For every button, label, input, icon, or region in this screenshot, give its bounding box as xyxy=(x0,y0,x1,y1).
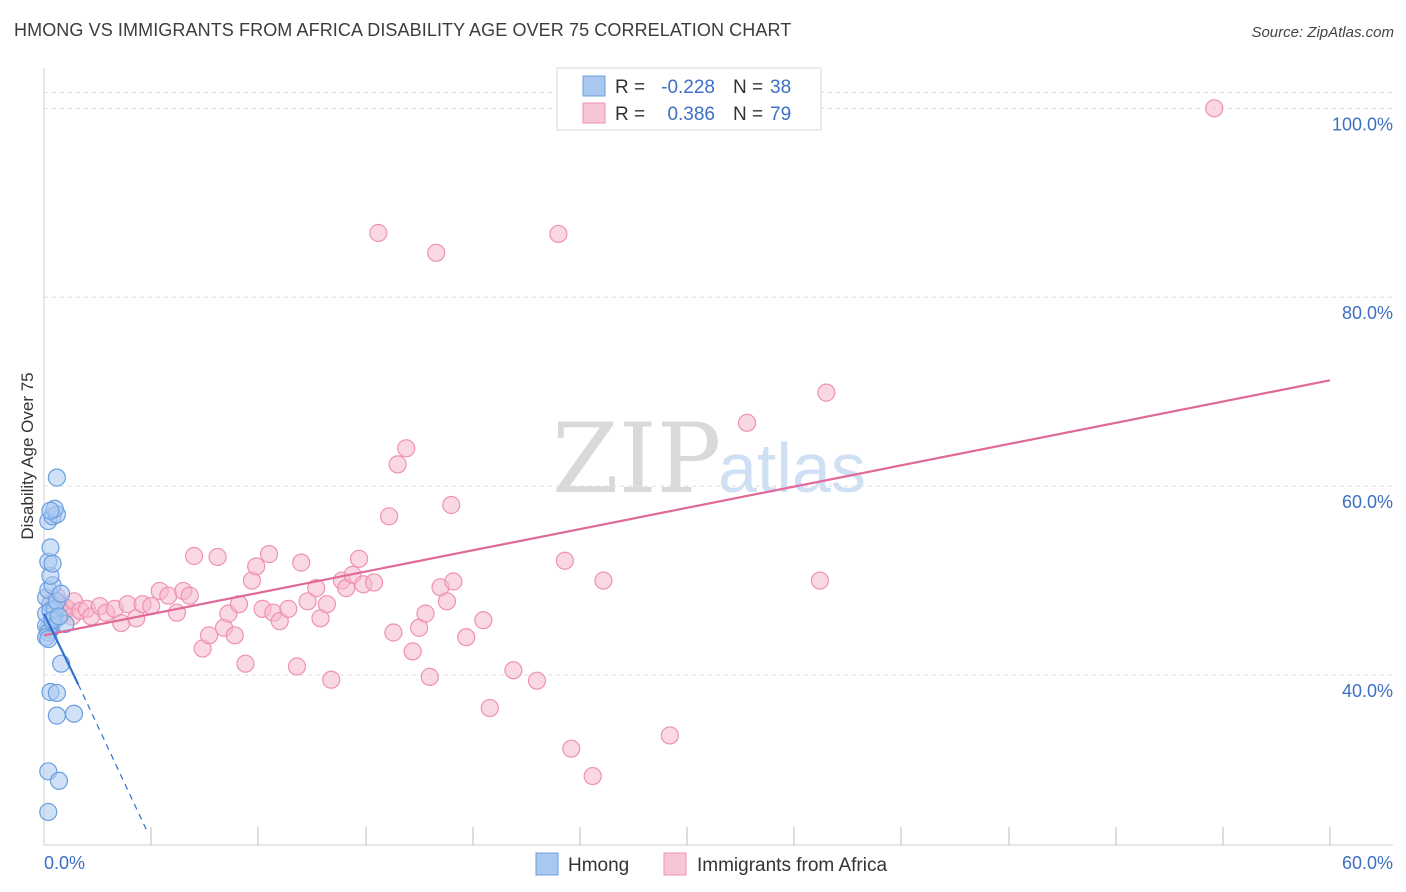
africa-point xyxy=(562,739,581,758)
x-tick-label-max: 60.0% xyxy=(1342,853,1393,873)
legend-r-label-africa: R = xyxy=(615,104,645,125)
africa-point xyxy=(349,549,369,568)
africa-point xyxy=(442,495,461,515)
africa-trend-line xyxy=(43,379,1331,637)
legend-n-label-hmong: N = xyxy=(733,77,763,98)
africa-point xyxy=(364,573,384,592)
africa-point xyxy=(317,595,337,614)
africa-point xyxy=(112,613,131,633)
africa-point xyxy=(420,667,439,686)
legend-swatch-africa xyxy=(582,102,606,124)
y-tick-label: 40.0% xyxy=(1342,681,1393,701)
africa-point xyxy=(236,654,255,673)
africa-point xyxy=(549,224,568,244)
africa-point xyxy=(444,572,463,591)
series-legend-swatch-africa xyxy=(663,852,687,876)
y-tick-labels: 40.0% 60.0% 80.0% 100.0% xyxy=(1332,114,1393,701)
africa-point xyxy=(504,661,523,680)
africa-point xyxy=(384,623,403,642)
africa-point xyxy=(416,604,435,623)
africa-point xyxy=(660,726,679,745)
africa-point xyxy=(247,557,266,576)
africa-point xyxy=(159,586,178,605)
series-legend-label-africa: Immigrants from Africa xyxy=(697,855,887,876)
africa-point xyxy=(199,626,219,645)
africa-point xyxy=(397,439,416,458)
legend-r-label-hmong: R = xyxy=(615,77,645,98)
africa-point xyxy=(180,586,199,605)
watermark-atlas: atlas xyxy=(718,429,866,507)
legend-r-value-africa: 0.386 xyxy=(667,104,715,125)
legend-n-value-africa: 79 xyxy=(770,104,791,125)
y-tick-label: 80.0% xyxy=(1342,303,1393,323)
watermark: ZIP atlas xyxy=(552,403,866,515)
hmong-point xyxy=(41,538,60,557)
africa-point xyxy=(287,657,307,676)
series-legend: Hmong Immigrants from Africa xyxy=(535,852,887,876)
hmong-trend-line xyxy=(43,613,80,685)
legend-n-value-hmong: 38 xyxy=(770,77,791,98)
axes xyxy=(43,68,1393,846)
x-ticks xyxy=(150,827,1331,845)
africa-point xyxy=(208,547,227,567)
legend-r-value-hmong: -0.228 xyxy=(661,77,715,98)
africa-point xyxy=(298,592,317,611)
x-tick-label-min: 0.0% xyxy=(44,853,85,873)
y-tick-label: 60.0% xyxy=(1342,492,1393,512)
hmong-point xyxy=(49,607,69,626)
africa-point xyxy=(583,766,602,786)
legend-n-label-africa: N = xyxy=(733,104,763,125)
africa-point xyxy=(259,545,279,564)
africa-point xyxy=(307,579,326,598)
hmong-point xyxy=(49,771,69,790)
africa-point xyxy=(225,626,244,645)
africa-point xyxy=(737,413,757,432)
africa-point xyxy=(388,455,407,474)
hmong-point xyxy=(52,584,71,603)
africa-point xyxy=(369,223,388,243)
africa-point xyxy=(270,612,289,631)
africa-point xyxy=(474,611,493,630)
hmong-trend-extrapolation xyxy=(77,684,148,832)
correlation-legend: R = -0.228 N = 38 R = 0.386 N = 79 xyxy=(556,67,822,131)
series-legend-swatch-hmong xyxy=(535,852,559,876)
series-legend-label-hmong: Hmong xyxy=(568,855,629,876)
africa-point xyxy=(594,571,613,590)
watermark-zip: ZIP xyxy=(552,403,721,515)
africa-point xyxy=(1205,99,1224,118)
hmong-points xyxy=(37,468,84,822)
africa-point xyxy=(527,671,547,690)
africa-point xyxy=(322,670,341,689)
source-credit: Source: ZipAtlas.com xyxy=(1251,24,1394,41)
africa-point xyxy=(292,553,311,572)
africa-point xyxy=(279,599,298,618)
trend-lines xyxy=(43,379,1331,832)
hmong-point xyxy=(47,683,66,703)
hmong-point xyxy=(47,706,66,725)
chart-title: HMONG VS IMMIGRANTS FROM AFRICA DISABILI… xyxy=(14,20,792,40)
africa-point xyxy=(403,642,422,661)
y-tick-label: 100.0% xyxy=(1332,114,1393,134)
africa-point xyxy=(555,551,574,570)
hmong-point xyxy=(64,704,84,723)
africa-point xyxy=(427,243,446,262)
hmong-point xyxy=(41,501,60,520)
africa-point xyxy=(457,628,476,647)
africa-point xyxy=(817,383,836,402)
hmong-point xyxy=(47,468,66,487)
africa-point xyxy=(437,592,457,611)
hmong-point xyxy=(39,802,58,822)
legend-swatch-hmong xyxy=(582,75,606,97)
africa-point xyxy=(810,571,829,590)
africa-point xyxy=(480,698,499,718)
africa-point xyxy=(184,546,204,566)
hmong-point xyxy=(43,554,62,573)
y-axis-label: Disability Age Over 75 xyxy=(18,372,37,539)
africa-point xyxy=(379,507,399,526)
